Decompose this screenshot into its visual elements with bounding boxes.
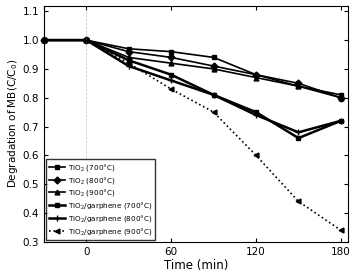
- TiO$_2$/garphene (700°C): [84, 38, 89, 42]
- TiO$_2$ (900°C): [296, 85, 301, 88]
- TiO$_2$ (800°C): [254, 73, 258, 76]
- TiO$_2$ (700°C): [211, 56, 216, 59]
- TiO$_2$/garphene (900°C): [169, 88, 173, 91]
- TiO$_2$ (700°C): [127, 47, 131, 50]
- TiO$_2$ (700°C): [42, 38, 46, 42]
- TiO$_2$ (800°C): [296, 82, 301, 85]
- Legend: TiO$_2$ (700°C), TiO$_2$ (800°C), TiO$_2$ (900°C), TiO$_2$/garphene (700°C), TiO: TiO$_2$ (700°C), TiO$_2$ (800°C), TiO$_2…: [46, 159, 155, 240]
- TiO$_2$ (900°C): [254, 76, 258, 79]
- TiO$_2$/garphene (800°C): [169, 79, 173, 82]
- Line: TiO$_2$ (800°C): TiO$_2$ (800°C): [41, 38, 343, 100]
- TiO$_2$/garphene (700°C): [42, 38, 46, 42]
- Y-axis label: Degradation of MB(C/C$_0$): Degradation of MB(C/C$_0$): [6, 59, 20, 188]
- TiO$_2$/garphene (800°C): [42, 38, 46, 42]
- Line: TiO$_2$ (900°C): TiO$_2$ (900°C): [41, 38, 343, 100]
- Line: TiO$_2$/garphene (900°C): TiO$_2$/garphene (900°C): [41, 38, 343, 233]
- TiO$_2$ (800°C): [169, 56, 173, 59]
- Line: TiO$_2$/garphene (700°C): TiO$_2$/garphene (700°C): [41, 38, 343, 140]
- TiO$_2$/garphene (700°C): [339, 119, 343, 123]
- TiO$_2$/garphene (800°C): [296, 131, 301, 134]
- TiO$_2$ (700°C): [296, 85, 301, 88]
- TiO$_2$ (900°C): [84, 38, 89, 42]
- TiO$_2$ (800°C): [127, 50, 131, 53]
- Line: TiO$_2$ (700°C): TiO$_2$ (700°C): [41, 38, 343, 97]
- TiO$_2$/garphene (900°C): [127, 61, 131, 65]
- Line: TiO$_2$/garphene (800°C): TiO$_2$/garphene (800°C): [40, 37, 345, 136]
- TiO$_2$/garphene (900°C): [211, 110, 216, 114]
- TiO$_2$ (800°C): [42, 38, 46, 42]
- TiO$_2$ (800°C): [339, 96, 343, 100]
- TiO$_2$/garphene (800°C): [84, 38, 89, 42]
- TiO$_2$/garphene (700°C): [169, 73, 173, 76]
- TiO$_2$/garphene (800°C): [127, 64, 131, 68]
- TiO$_2$ (700°C): [254, 73, 258, 76]
- TiO$_2$/garphene (900°C): [84, 38, 89, 42]
- TiO$_2$ (700°C): [339, 93, 343, 96]
- TiO$_2$ (900°C): [169, 61, 173, 65]
- X-axis label: Time (min): Time (min): [164, 259, 228, 272]
- TiO$_2$/garphene (900°C): [254, 154, 258, 157]
- TiO$_2$/garphene (900°C): [42, 38, 46, 42]
- TiO$_2$/garphene (900°C): [296, 200, 301, 203]
- TiO$_2$/garphene (700°C): [211, 93, 216, 96]
- TiO$_2$ (700°C): [169, 50, 173, 53]
- TiO$_2$/garphene (700°C): [127, 59, 131, 62]
- TiO$_2$ (800°C): [211, 64, 216, 68]
- TiO$_2$ (700°C): [84, 38, 89, 42]
- TiO$_2$/garphene (900°C): [339, 229, 343, 232]
- TiO$_2$/garphene (700°C): [296, 136, 301, 140]
- TiO$_2$ (900°C): [42, 38, 46, 42]
- TiO$_2$ (900°C): [211, 67, 216, 71]
- TiO$_2$/garphene (700°C): [254, 110, 258, 114]
- TiO$_2$/garphene (800°C): [254, 113, 258, 117]
- TiO$_2$ (800°C): [84, 38, 89, 42]
- TiO$_2$ (900°C): [339, 96, 343, 100]
- TiO$_2$ (900°C): [127, 56, 131, 59]
- TiO$_2$/garphene (800°C): [339, 119, 343, 123]
- TiO$_2$/garphene (800°C): [211, 93, 216, 96]
